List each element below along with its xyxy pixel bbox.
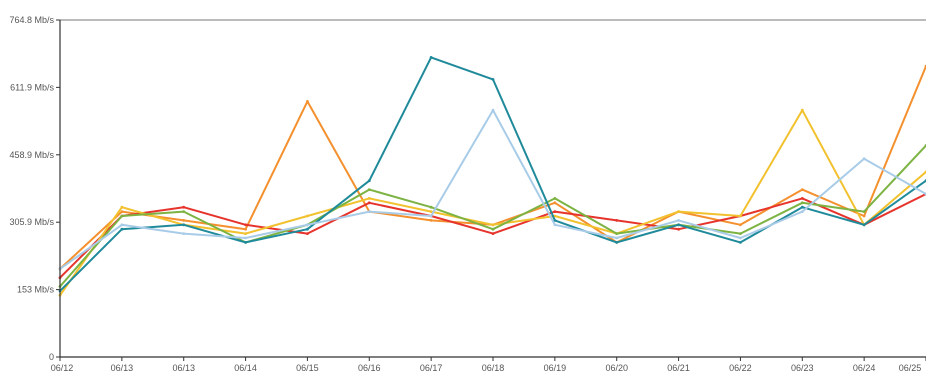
- x-tick-label: 06/16: [358, 363, 381, 373]
- series-1-point: [553, 201, 557, 205]
- series-4-point: [120, 214, 124, 218]
- series-2-point: [244, 223, 248, 227]
- series-1-point: [800, 188, 804, 192]
- series-5-point: [615, 241, 619, 244]
- series-2-point: [615, 219, 619, 222]
- series-6-point: [367, 210, 371, 214]
- x-tick-label: 06/13: [111, 363, 134, 373]
- series-1-point: [306, 100, 309, 103]
- series-5-point: [244, 241, 248, 244]
- series-5-point: [491, 78, 495, 81]
- series-5-point: [182, 223, 186, 227]
- x-tick-label: 06/24: [853, 363, 876, 373]
- x-tick-label: 06/20: [605, 363, 628, 373]
- series-5-point: [677, 223, 680, 227]
- plot-background: [60, 20, 926, 357]
- y-tick-label: 305.9 Mb/s: [9, 217, 54, 227]
- series-5-point: [553, 219, 557, 222]
- series-4-point: [862, 210, 866, 214]
- series-3-point: [800, 108, 804, 112]
- series-5-point: [800, 205, 804, 209]
- series-4-point: [429, 205, 433, 209]
- series-3-point: [677, 210, 680, 214]
- series-2-point: [553, 210, 557, 214]
- series-3-point: [739, 214, 742, 218]
- series-3-point: [429, 210, 433, 214]
- series-2-point: [800, 197, 804, 200]
- series-3-point: [244, 232, 248, 236]
- series-5-point: [862, 223, 866, 227]
- series-5-point: [367, 179, 371, 183]
- series-4-point: [367, 188, 371, 192]
- series-4-point: [491, 227, 495, 231]
- series-6-point: [244, 236, 248, 240]
- series-5-point: [306, 227, 309, 231]
- x-tick-label: 06/25: [899, 363, 922, 373]
- series-6-point: [182, 232, 186, 236]
- series-6-point: [120, 223, 124, 227]
- series-1-point: [244, 227, 248, 231]
- x-tick-label: 06/22: [729, 363, 752, 373]
- series-6-point: [739, 236, 742, 240]
- series-1-point: [182, 219, 186, 222]
- x-tick-label: 06/21: [667, 363, 690, 373]
- series-2-point: [677, 227, 680, 231]
- series-1-point: [862, 214, 866, 218]
- series-6-point: [491, 108, 495, 112]
- x-tick-label: 06/18: [482, 363, 505, 373]
- y-tick-label: 458.9 Mb/s: [9, 150, 54, 160]
- series-5-point: [429, 56, 433, 59]
- y-tick-label: 611.9 Mb/s: [10, 82, 54, 92]
- x-axis-ticks: 06/12 06/13 06/13 06/14 06/15 06/16 06/17 06/18…: [51, 357, 926, 373]
- series-3-point: [120, 205, 124, 209]
- series-1-point: [429, 219, 433, 222]
- x-tick-label: 06/12: [51, 363, 74, 373]
- x-tick-label: 06/13: [172, 363, 195, 373]
- series-5-point: [120, 227, 124, 231]
- x-tick-label: 06/19: [544, 363, 567, 373]
- series-6-point: [553, 223, 557, 227]
- x-tick-label: 06/17: [420, 363, 443, 373]
- series-2-point: [306, 232, 309, 236]
- series-3-point: [491, 223, 495, 227]
- series-6-point: [615, 236, 619, 240]
- series-6-point: [800, 210, 804, 214]
- series-6-point: [306, 223, 309, 227]
- series-5-point: [739, 241, 742, 244]
- series-2-point: [182, 205, 186, 209]
- series-2-point: [367, 201, 371, 205]
- series-6-point: [429, 214, 433, 218]
- y-tick-label: 0: [49, 352, 54, 362]
- series-4-point: [553, 197, 557, 200]
- series-1-point: [739, 223, 742, 227]
- series-3-point: [367, 197, 371, 200]
- x-tick-label: 06/23: [791, 363, 814, 373]
- series-4-point: [182, 210, 186, 214]
- series-4-point: [739, 232, 742, 236]
- y-tick-label: 764.8 Mb/s: [9, 15, 54, 25]
- series-6-point: [677, 219, 680, 222]
- y-axis-ticks: 0 153 Mb/s 305.9 Mb/s 458.9 Mb/s 611.9 Mb/s 7…: [9, 15, 60, 362]
- series-4-point: [800, 201, 804, 205]
- series-6-point: [862, 157, 866, 161]
- x-tick-label: 06/15: [296, 363, 319, 373]
- series-4-point: [615, 232, 619, 236]
- series-2-point: [491, 232, 495, 236]
- y-tick-label: 153 Mb/s: [17, 285, 55, 295]
- series-layer: [58, 56, 926, 297]
- x-tick-label: 06/14: [234, 363, 257, 373]
- series-3-point: [306, 214, 309, 218]
- series-1-point: [120, 210, 124, 214]
